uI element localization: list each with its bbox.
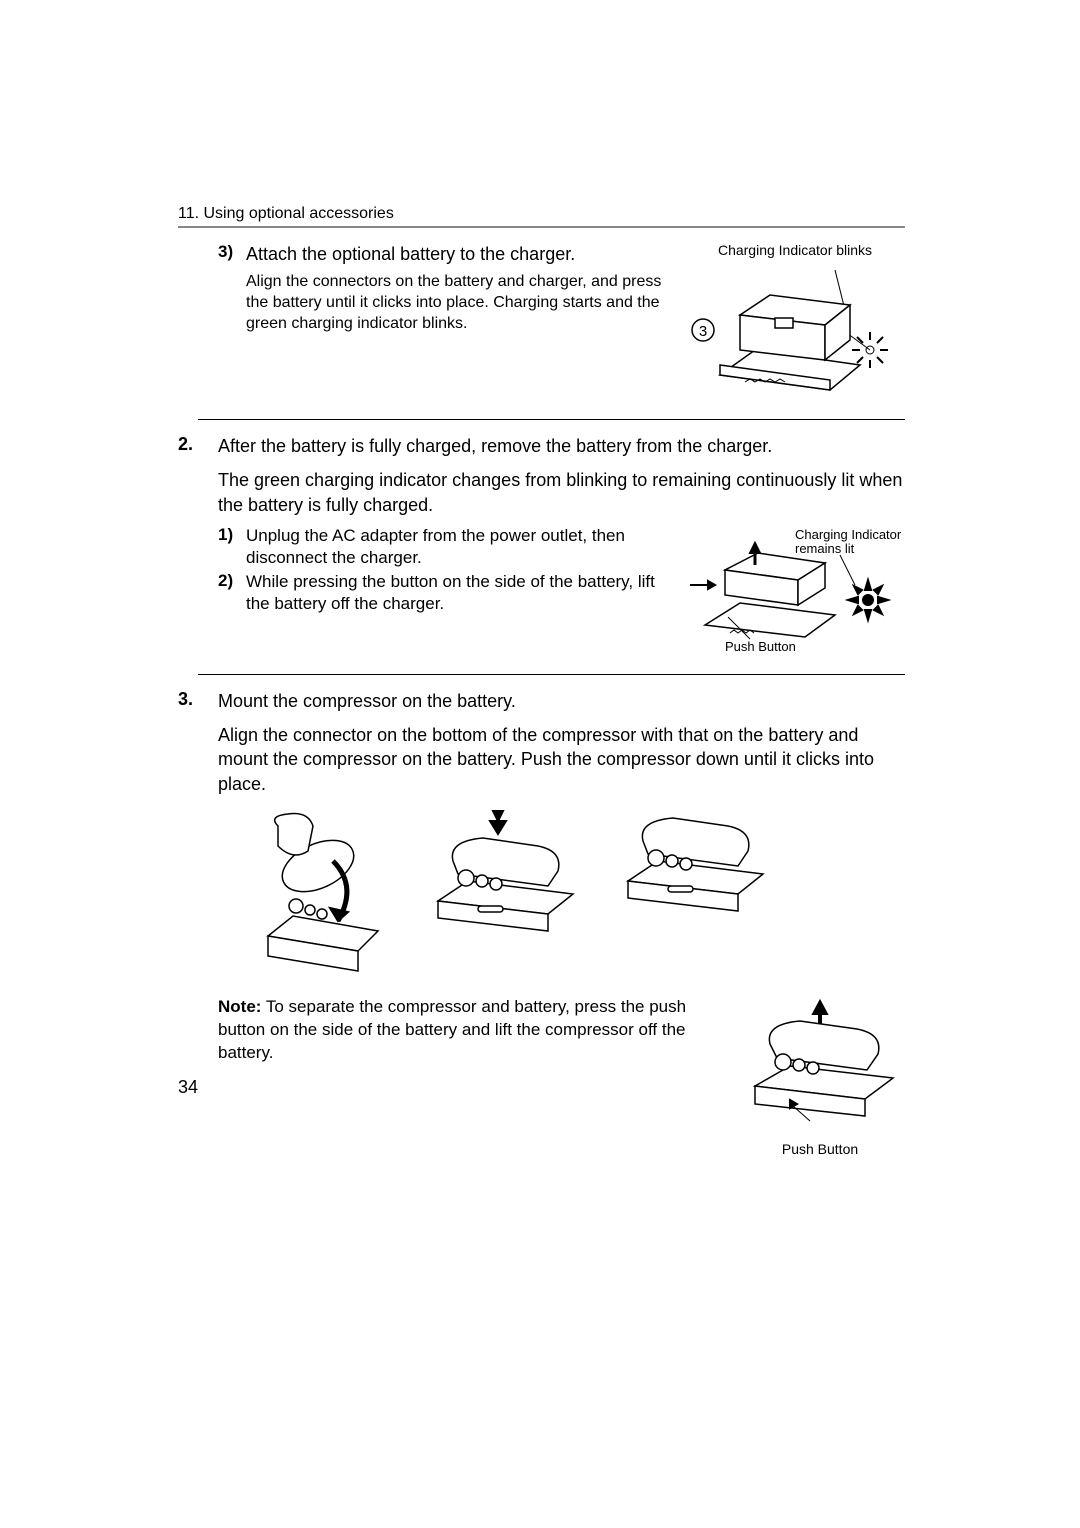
mount-fig-1 — [238, 806, 388, 976]
substep-title: Attach the optional battery to the charg… — [246, 242, 675, 266]
mount-fig-2 — [418, 806, 578, 936]
step3-figures-row — [238, 806, 905, 976]
step-title: Mount the compressor on the battery. — [218, 689, 905, 713]
step2-intro: The green charging indicator changes fro… — [218, 468, 905, 517]
step3-body: Align the connector on the bottom of the… — [218, 723, 905, 796]
step-number: 3. — [178, 689, 218, 710]
step1-sub3-row: 3) Attach the optional battery to the ch… — [218, 242, 905, 405]
substep-body: Align the connectors on the battery and … — [246, 272, 675, 334]
note-text: To separate the compressor and battery, … — [218, 997, 686, 1062]
figure-label-top: Charging Indicator — [795, 527, 902, 542]
figure-label-bottom: Push Button — [725, 639, 796, 654]
step-number: 2. — [178, 434, 218, 455]
step3-note-row: Note: To separate the compressor and bat… — [218, 996, 905, 1157]
step3-row: 3. Mount the compressor on the battery. — [178, 689, 905, 713]
substep-number: 3) — [218, 242, 246, 266]
manual-page: 11. Using optional accessories 3) Attach… — [0, 0, 1080, 1528]
substep-number: 2) — [218, 571, 246, 615]
figure-label-top2: remains lit — [795, 541, 855, 556]
page-number: 34 — [178, 1077, 198, 1098]
charger-lit-svg: Charging Indicator remains lit — [680, 525, 905, 655]
step2-subs-row: 1) Unplug the AC adapter from the power … — [218, 525, 905, 660]
note-label: Note: — [218, 997, 261, 1016]
substep-number: 1) — [218, 525, 246, 569]
charger-blink-svg: 3 — [685, 260, 905, 400]
divider — [198, 419, 905, 420]
figure-step-circle: 3 — [699, 323, 707, 340]
figure-label: Charging Indicator blinks — [685, 242, 905, 258]
figure-separate: Push Button — [735, 996, 905, 1157]
section-header: 11. Using optional accessories — [178, 205, 905, 228]
divider — [198, 674, 905, 675]
figure-charger-blink: Charging Indicator blinks — [685, 242, 905, 405]
substep-text: Unplug the AC adapter from the power out… — [246, 525, 672, 569]
substep-text: While pressing the button on the side of… — [246, 571, 672, 615]
figure-charger-lit: Charging Indicator remains lit — [680, 525, 905, 660]
separate-svg — [735, 996, 905, 1136]
step-title: After the battery is fully charged, remo… — [218, 434, 905, 458]
mount-fig-3 — [608, 806, 768, 916]
figure-label: Push Button — [735, 1141, 905, 1157]
step2-row: 2. After the battery is fully charged, r… — [178, 434, 905, 458]
